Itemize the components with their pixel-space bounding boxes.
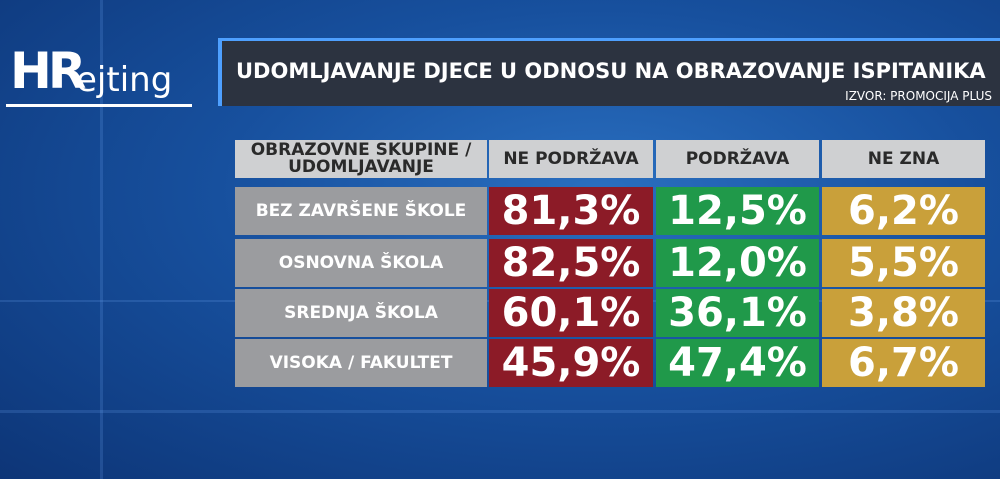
value-cell: 82,5% bbox=[489, 239, 653, 287]
value-cell: 12,5% bbox=[656, 187, 819, 235]
row-label: BEZ ZAVRŠENE ŠKOLE bbox=[235, 187, 487, 235]
title: UDOMLJAVANJE DJECE U ODNOSU NA OBRAZOVAN… bbox=[236, 59, 986, 83]
value-cell: 3,8% bbox=[822, 289, 985, 337]
row-label: SREDNJA ŠKOLA bbox=[235, 289, 487, 337]
source: IZVOR: PROMOCIJA PLUS bbox=[845, 89, 992, 103]
value-cell: 6,2% bbox=[822, 187, 985, 235]
value-cell: 12,0% bbox=[656, 239, 819, 287]
row-label: VISOKA / FAKULTET bbox=[235, 339, 487, 387]
row-label: OSNOVNA ŠKOLA bbox=[235, 239, 487, 287]
value-cell: 45,9% bbox=[489, 339, 653, 387]
value-cell: 81,3% bbox=[489, 187, 653, 235]
decoration bbox=[0, 410, 1000, 413]
column-header: OBRAZOVNE SKUPINE / UDOMLJAVANJE bbox=[235, 140, 487, 178]
value-cell: 36,1% bbox=[656, 289, 819, 337]
decoration bbox=[100, 0, 103, 479]
column-header: PODRŽAVA bbox=[656, 140, 819, 178]
value-cell: 47,4% bbox=[656, 339, 819, 387]
title-bar: UDOMLJAVANJE DJECE U ODNOSU NA OBRAZOVAN… bbox=[218, 38, 1000, 106]
column-header: NE PODRŽAVA bbox=[489, 140, 653, 178]
value-cell: 5,5% bbox=[822, 239, 985, 287]
logo: HR ejting bbox=[6, 42, 192, 107]
logo-prefix: HR bbox=[10, 42, 86, 100]
logo-underline bbox=[6, 104, 192, 107]
logo-suffix: ejting bbox=[76, 60, 173, 100]
column-header: NE ZNA bbox=[822, 140, 985, 178]
value-cell: 60,1% bbox=[489, 289, 653, 337]
value-cell: 6,7% bbox=[822, 339, 985, 387]
